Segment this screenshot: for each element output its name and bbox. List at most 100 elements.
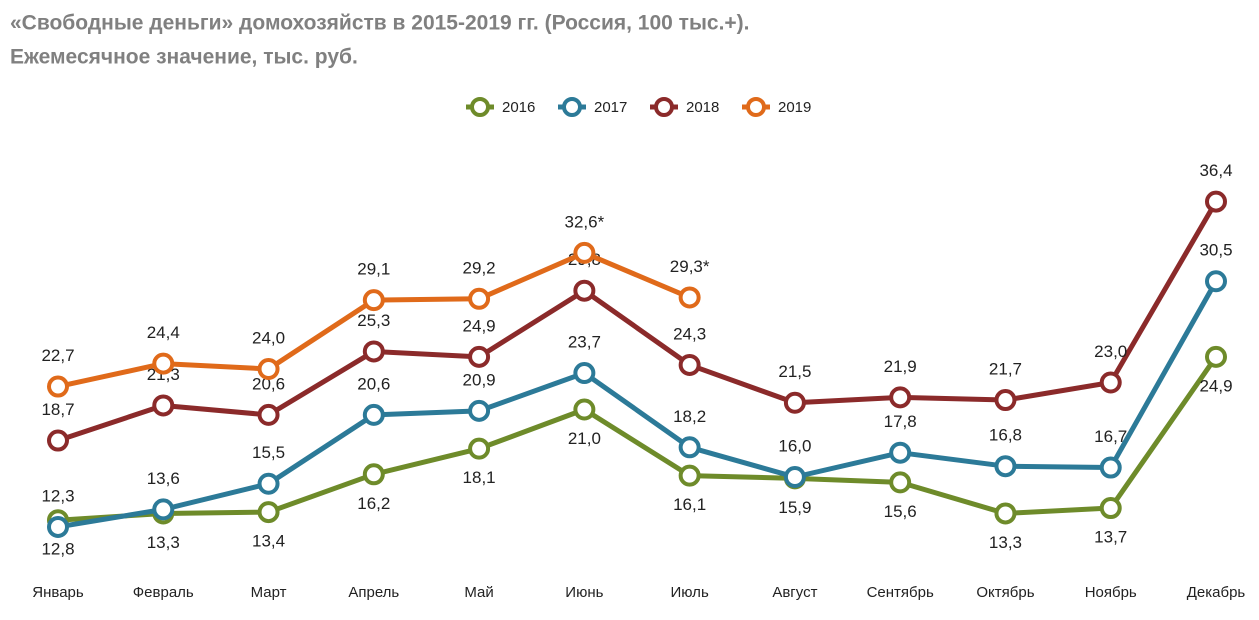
data-label: 16,1 xyxy=(673,495,706,514)
chart-subtitle: Ежемесячное значение, тыс. руб. xyxy=(10,46,358,69)
data-label: 29,3* xyxy=(670,257,710,276)
x-tick-label: Февраль xyxy=(133,584,194,601)
data-point xyxy=(889,386,912,409)
x-tick-label: Март xyxy=(251,584,287,601)
data-label: 20,9 xyxy=(463,370,496,389)
x-tick-label: Январь xyxy=(32,584,84,601)
data-label: 24,3 xyxy=(673,324,706,343)
data-point xyxy=(47,515,69,538)
data-point xyxy=(994,455,1017,478)
data-point xyxy=(152,352,175,375)
data-point xyxy=(362,340,385,363)
data-label: 21,0 xyxy=(568,429,601,448)
data-label: 24,9 xyxy=(463,316,496,335)
x-tick-label: Ноябрь xyxy=(1085,584,1137,601)
data-label: 17,8 xyxy=(884,412,917,431)
data-label: 23,7 xyxy=(568,333,601,352)
data-label: 16,2 xyxy=(357,494,390,513)
x-tick-label: Декабрь xyxy=(1187,584,1246,601)
data-point xyxy=(1099,456,1122,479)
x-tick-label: Сентябрь xyxy=(867,584,934,601)
x-tick-label: Июль xyxy=(670,584,708,601)
data-label: 20,6 xyxy=(357,374,390,393)
data-point xyxy=(678,436,701,459)
data-label: 13,4 xyxy=(252,532,285,551)
data-point xyxy=(678,286,701,309)
data-label: 18,1 xyxy=(463,468,496,487)
data-point xyxy=(362,403,385,426)
x-tick-label: Апрель xyxy=(348,584,399,601)
data-point xyxy=(1205,190,1227,213)
data-point xyxy=(994,389,1017,412)
data-point xyxy=(1099,497,1122,520)
data-point xyxy=(783,391,806,414)
x-tick-label: Июнь xyxy=(565,584,603,601)
data-point xyxy=(257,358,280,380)
data-label: 21,5 xyxy=(778,362,811,381)
legend-marker xyxy=(562,97,582,117)
data-point xyxy=(573,398,596,421)
data-point xyxy=(678,464,701,487)
data-point xyxy=(1099,371,1122,394)
data-point xyxy=(573,279,596,302)
data-label: 32,6* xyxy=(565,212,605,231)
legend-marker xyxy=(746,97,766,117)
data-point xyxy=(152,498,175,521)
data-label: 13,3 xyxy=(147,533,180,552)
data-point xyxy=(783,466,806,488)
data-label: 24,0 xyxy=(252,328,285,347)
data-label: 16,7 xyxy=(1094,427,1127,446)
data-label: 22,7 xyxy=(41,346,74,365)
x-tick-label: Октябрь xyxy=(976,584,1034,601)
legend-label: 2019 xyxy=(778,99,811,116)
legend-marker xyxy=(654,97,674,117)
data-label: 36,4 xyxy=(1199,161,1232,180)
data-label: 18,2 xyxy=(673,407,706,426)
legend-label: 2018 xyxy=(686,99,719,116)
data-point xyxy=(468,345,491,368)
series-line xyxy=(57,200,1219,443)
data-label: 12,8 xyxy=(41,540,74,559)
data-point xyxy=(152,394,175,417)
data-label: 24,4 xyxy=(147,323,180,342)
data-point xyxy=(678,353,701,376)
data-label: 13,3 xyxy=(989,533,1022,552)
data-label: 13,7 xyxy=(1094,528,1127,547)
data-point xyxy=(257,403,280,426)
data-label: 23,0 xyxy=(1094,342,1127,361)
data-label: 29,2 xyxy=(463,258,496,277)
data-label: 20,6 xyxy=(252,374,285,393)
x-tick-label: Август xyxy=(772,584,817,601)
chart-title: «Свободные деньги» домохозяйств в 2015-2… xyxy=(10,12,750,35)
data-label: 15,5 xyxy=(252,443,285,462)
data-label: 24,9 xyxy=(1199,376,1232,395)
data-label: 21,7 xyxy=(989,360,1022,379)
data-point xyxy=(468,437,491,460)
data-point xyxy=(257,501,280,524)
data-point xyxy=(994,502,1017,525)
data-point xyxy=(47,375,69,398)
data-label: 15,9 xyxy=(778,498,811,517)
legend-label: 2016 xyxy=(502,99,535,116)
data-point xyxy=(362,463,385,486)
data-point xyxy=(573,241,596,264)
data-point xyxy=(1205,270,1227,293)
data-point xyxy=(47,429,69,452)
legend-marker xyxy=(470,97,490,117)
series-line xyxy=(57,280,1219,530)
data-label: 16,0 xyxy=(778,436,811,455)
data-label: 30,5 xyxy=(1199,241,1232,260)
data-label: 16,8 xyxy=(989,426,1022,445)
data-point xyxy=(573,362,596,385)
data-point xyxy=(889,441,912,464)
data-label: 15,6 xyxy=(884,502,917,521)
data-point xyxy=(362,289,385,312)
data-point xyxy=(889,471,912,494)
data-point xyxy=(257,472,280,495)
series-line xyxy=(57,355,1219,523)
data-label: 21,9 xyxy=(884,357,917,376)
data-point xyxy=(468,287,491,310)
data-point xyxy=(1205,345,1227,368)
data-label: 13,6 xyxy=(147,469,180,488)
